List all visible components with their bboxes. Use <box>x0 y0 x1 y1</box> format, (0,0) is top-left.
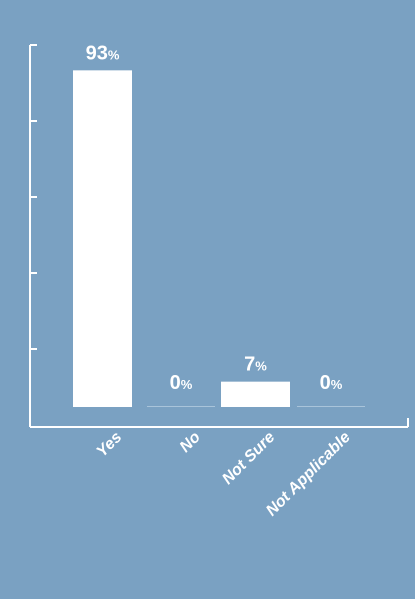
value-label: 0% <box>170 372 193 394</box>
category-label: Not Sure <box>219 429 278 488</box>
value-label: 0% <box>320 372 343 394</box>
value-unit: % <box>255 359 267 374</box>
value-unit: % <box>331 377 343 392</box>
value-number: 0 <box>170 372 181 394</box>
bar-yes <box>73 70 132 407</box>
bar-not-sure <box>221 381 290 407</box>
value-unit: % <box>181 377 193 392</box>
value-number: 93 <box>86 42 108 64</box>
category-label: No <box>177 429 204 456</box>
value-number: 0 <box>320 372 331 394</box>
value-number: 7 <box>244 354 255 376</box>
value-label: 7% <box>244 354 267 376</box>
value-unit: % <box>108 47 120 62</box>
value-label: 93% <box>86 42 120 64</box>
category-label: Yes <box>94 429 126 461</box>
